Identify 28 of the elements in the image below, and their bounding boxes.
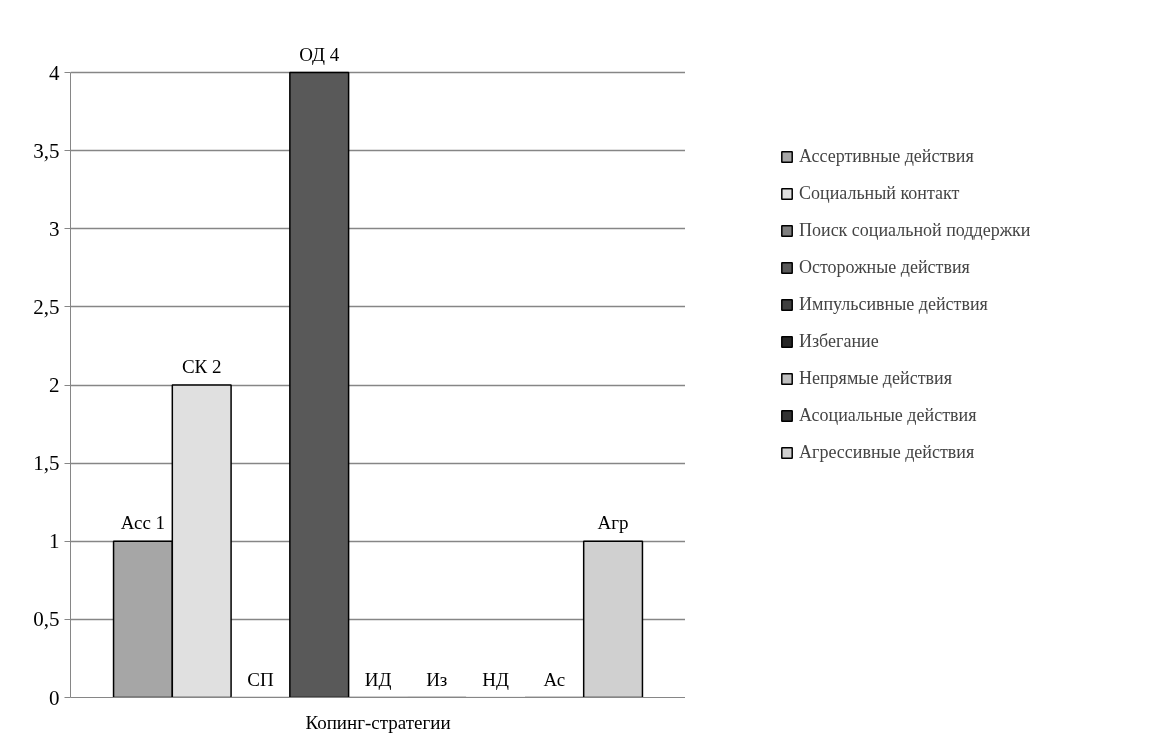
x-tick-label: Копинг-стратегии <box>305 711 451 733</box>
data-label: СК 2 <box>181 356 222 377</box>
y-tick-label: 3,5 <box>33 138 60 163</box>
data-label: НД <box>482 668 509 690</box>
y-tick-label: 4 <box>49 60 60 85</box>
data-label: ИД <box>364 668 392 690</box>
legend-label: Поиск социальной поддержки <box>799 220 1031 241</box>
y-tick-label: 1 <box>49 529 60 554</box>
data-label: Агр <box>597 512 629 534</box>
data-label: ОД 4 <box>299 43 340 65</box>
y-tick-label: 0,5 <box>33 607 60 632</box>
y-tick-label: 2,5 <box>33 294 60 319</box>
data-label: СП <box>247 668 274 690</box>
data-label: Из <box>426 668 448 690</box>
legend-label: Непрямые действия <box>799 368 952 389</box>
legend-label: Агрессивные действия <box>799 442 975 463</box>
legend-label: Осторожные действия <box>799 257 970 278</box>
y-tick-label: 2 <box>49 373 60 397</box>
legend-label: Асоциальные действия <box>799 405 977 426</box>
data-label: Ас <box>543 668 566 690</box>
y-tick-label: 3 <box>49 216 60 241</box>
y-tick-label: 1,5 <box>33 451 60 476</box>
y-tick-label: 0 <box>49 685 60 710</box>
legend-label: Импульсивные действия <box>799 294 988 315</box>
legend-label: Ассертивные действия <box>799 146 974 167</box>
data-label: Асс 1 <box>120 512 166 534</box>
legend-label: Избегание <box>799 331 879 352</box>
legend-label: Социальный контакт <box>799 183 960 204</box>
